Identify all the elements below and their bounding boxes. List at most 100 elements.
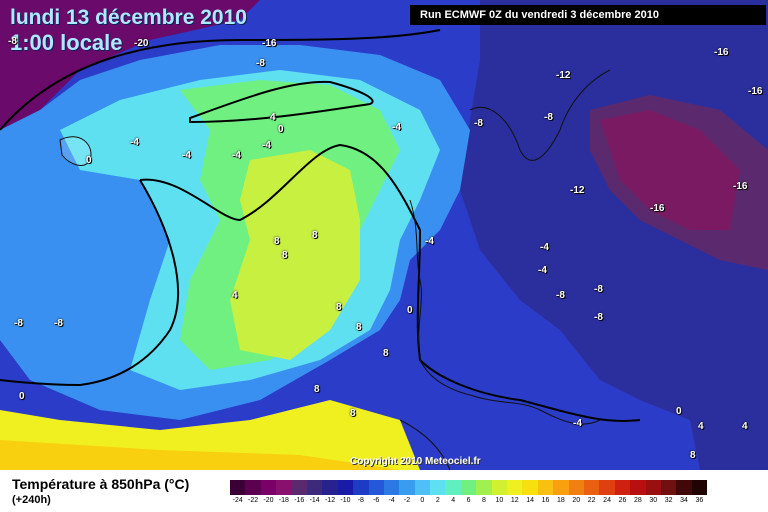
color-scale-swatch xyxy=(553,480,569,495)
color-scale-swatch xyxy=(691,480,708,495)
isotherm-label: -12 xyxy=(556,70,571,81)
isotherm-label: -16 xyxy=(714,47,729,58)
isotherm-label: -4 xyxy=(540,242,549,253)
color-scale-tick: -4 xyxy=(388,497,395,504)
color-scale-tick: 24 xyxy=(603,497,611,504)
color-scale-tick: 12 xyxy=(510,497,519,504)
color-scale-swatch xyxy=(322,480,338,495)
isotherm-label: -8 xyxy=(594,312,603,323)
isotherm-label: -20 xyxy=(134,38,149,49)
color-scale-tick: -22 xyxy=(248,497,259,504)
color-scale-swatch xyxy=(522,480,538,495)
color-scale-tick: 20 xyxy=(572,497,581,504)
coastline-scandinavia xyxy=(469,69,611,161)
isotherm-label: 8 xyxy=(350,408,356,419)
color-scale-tick: -2 xyxy=(403,497,411,504)
map-time-title: 1:00 locale xyxy=(10,30,123,55)
color-scale-swatch xyxy=(660,480,677,495)
color-scale-swatch xyxy=(507,480,523,495)
isotherm-label: -12 xyxy=(570,185,585,196)
color-scale-swatch xyxy=(337,480,354,495)
color-scale-swatch xyxy=(245,480,261,495)
isotherm-label: -4 xyxy=(232,150,241,161)
coldest-core-east xyxy=(600,110,740,230)
color-scale-swatch xyxy=(399,480,415,495)
color-scale-tick: -8 xyxy=(357,497,364,504)
isotherm-label: -16 xyxy=(733,181,748,192)
isotherm-label: -4 xyxy=(538,265,547,276)
isotherm-label: 8 xyxy=(312,230,318,241)
color-scale-swatch xyxy=(291,480,307,495)
isotherm-label: 8 xyxy=(314,384,320,395)
color-scale-swatch xyxy=(230,480,246,495)
color-scale-swatch xyxy=(645,480,661,495)
coastline-iberia xyxy=(399,419,451,470)
color-scale-tick: 26 xyxy=(618,497,627,504)
color-scale-swatch xyxy=(614,480,631,495)
color-scale-tick: 4 xyxy=(451,497,456,504)
isotherm-contour-north xyxy=(0,29,441,131)
map-canvas xyxy=(0,0,768,470)
color-scale-tick: -18 xyxy=(278,497,289,504)
color-scale-swatch xyxy=(460,480,477,495)
color-scale-swatch xyxy=(430,480,446,495)
color-scale-swatch xyxy=(276,480,292,495)
color-scale-swatch xyxy=(368,480,384,495)
isotherm-label: -16 xyxy=(748,86,763,97)
isotherm-contour-island xyxy=(189,80,374,124)
color-scale-ticks: -24 -22 -20 -18 -16 -14 -12 -10 -8 -6 -4 -2 0 2 4 6 8 10 1… xyxy=(230,497,707,504)
cold-airmass-northwest xyxy=(0,0,260,130)
color-scale-tick: 28 xyxy=(633,497,642,504)
color-scale-swatch xyxy=(630,480,646,495)
legend-lead-time: (+240h) xyxy=(12,494,51,506)
isotherm-label: 0 xyxy=(676,406,682,417)
isotherm-label: 8 xyxy=(690,450,696,461)
coastline-greenland-tip xyxy=(59,136,92,166)
isotherm-label: -8 xyxy=(556,290,565,301)
isotherm-label: 0 xyxy=(86,155,92,166)
isotherm-label: 4 xyxy=(742,421,748,432)
isotherm-label: -8 xyxy=(54,318,63,329)
isotherm-label: -4 xyxy=(182,150,191,161)
coastline-europe xyxy=(409,199,601,425)
copyright-notice: Copyright 2010 Meteociel.fr xyxy=(350,456,481,467)
isotherm-label: 8 xyxy=(383,348,389,359)
color-scale-tick: 6 xyxy=(466,497,471,504)
color-scale-swatch xyxy=(491,480,508,495)
color-scale-tick: -24 xyxy=(232,497,243,504)
color-scale-tick: 30 xyxy=(649,497,658,504)
isotherm-label: -8 xyxy=(14,318,23,329)
color-scale-tick: -12 xyxy=(324,497,336,504)
isotherm-label: -16 xyxy=(650,203,665,214)
color-scale-tick: -20 xyxy=(263,497,274,504)
isotherm-label: 8 xyxy=(274,236,280,247)
isotherm-label: -4 xyxy=(130,137,139,148)
color-scale-tick: -10 xyxy=(340,497,351,504)
isotherm-label: -8 xyxy=(544,112,553,123)
color-scale-swatch xyxy=(260,480,277,495)
isotherm-label: -4 xyxy=(392,122,401,133)
isotherm-label: -8 xyxy=(594,284,603,295)
color-scale-tick: -14 xyxy=(309,497,320,504)
color-scale-tick: 36 xyxy=(695,497,704,504)
color-scale-swatch xyxy=(306,480,323,495)
legend-title: Température à 850hPa (°C) xyxy=(12,476,190,492)
isotherm-label: 4 xyxy=(698,421,704,432)
isotherm-label: 4 xyxy=(232,290,238,301)
isotherm-label: -8 xyxy=(256,58,265,69)
color-scale-tick: 18 xyxy=(557,497,565,504)
isotherm-label: -4 xyxy=(425,236,434,247)
warmer-south xyxy=(0,440,400,470)
color-scale-tick: 14 xyxy=(526,497,535,504)
color-scale-tick: 16 xyxy=(541,497,550,504)
temperature-map xyxy=(0,0,768,470)
color-scale-swatch xyxy=(599,480,615,495)
isotherm-label: 8 xyxy=(336,302,342,313)
warm-core-atlantic xyxy=(230,150,360,360)
isotherm-label: 8 xyxy=(282,250,288,261)
isotherm-contour-zero xyxy=(139,143,641,422)
color-scale-swatch xyxy=(537,480,554,495)
color-scale-swatch xyxy=(445,480,461,495)
color-scale-swatch xyxy=(476,480,492,495)
